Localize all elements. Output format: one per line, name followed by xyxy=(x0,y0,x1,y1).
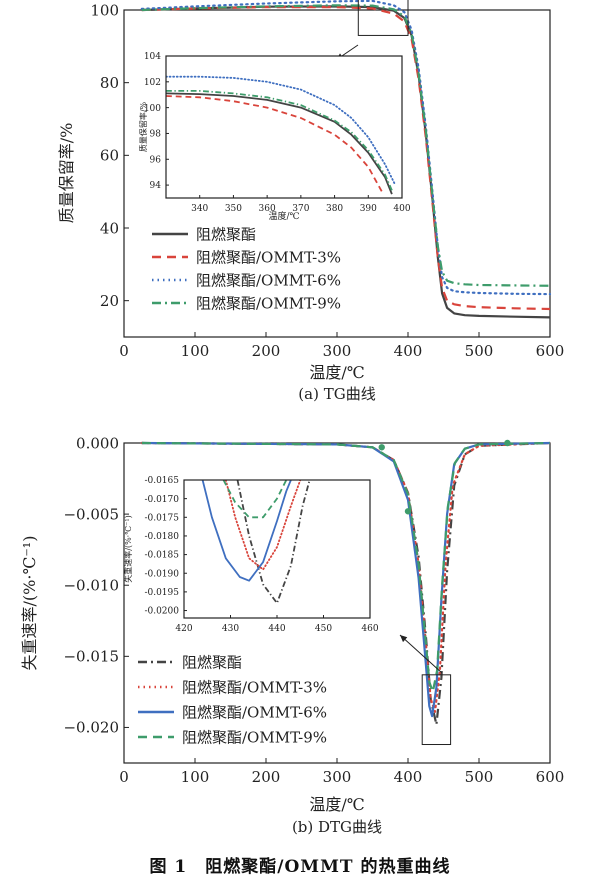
tg-inset-ytick-label: 104 xyxy=(144,52,161,62)
dtg-legend-label: 阻燃聚酯/OMMT-9% xyxy=(182,728,327,746)
tg-inset-xtick-label: 400 xyxy=(393,204,410,214)
tg-inset-xtick-label: 390 xyxy=(360,204,377,214)
dtg-ytick-label: 0.000 xyxy=(76,434,119,452)
dtg-series-1 xyxy=(141,441,551,726)
tg-inset-ytick-label: 100 xyxy=(144,104,161,114)
dtg-marker xyxy=(404,508,412,515)
dtg-inset-ytick-label: -0.0165 xyxy=(144,476,179,486)
tg-inset-series-1 xyxy=(166,92,393,195)
dtg-inset-ytick-label: -0.0180 xyxy=(144,532,179,542)
dtg-inset-xtick-label: 420 xyxy=(175,624,192,634)
dtg-inset-series-4 xyxy=(222,480,288,519)
tg-inset-ytick-label: 102 xyxy=(144,78,161,88)
tg-xtick-label: 100 xyxy=(181,342,210,360)
tg-inset-series-3 xyxy=(166,75,397,187)
tg-inset-series-4 xyxy=(166,90,393,191)
dtg-ytick-label: −0.010 xyxy=(63,576,119,594)
tg-xtick-label: 200 xyxy=(252,342,281,360)
dtg-panel-title: (b) DTG曲线 xyxy=(292,818,382,836)
tg-zoom-box xyxy=(357,0,409,36)
tg-ytick-label: 60 xyxy=(100,147,119,165)
tg-inset-ytick-label: 98 xyxy=(150,130,162,140)
dtg-legend-label: 阻燃聚酯/OMMT-3% xyxy=(182,678,327,696)
tg-panel-title: (a) TG曲线 xyxy=(298,385,375,403)
dtg-inset-bg xyxy=(184,480,370,618)
tg-xtick-label: 300 xyxy=(323,342,352,360)
tg-ytick-label: 40 xyxy=(100,219,119,237)
dtg-marker xyxy=(504,439,511,447)
tg-ytick-label: 80 xyxy=(100,74,119,92)
tg-chart: 0 100 200 300 400 500 600 20 40 60 80 100 温度/℃ 质量保留率/… xyxy=(57,0,565,403)
dtg-marker xyxy=(378,444,385,451)
dtg-y-axis-label: 失重速率/(%·℃⁻¹) xyxy=(20,536,39,671)
tg-xtick-label: 400 xyxy=(394,342,423,360)
dtg-ytick-label: −0.005 xyxy=(63,505,119,523)
dtg-series-4 xyxy=(141,441,551,693)
dtg-inset-y-axis-label: 失重速率/(%·℃⁻¹) xyxy=(123,515,133,582)
dtg-inset-xtick-label: 460 xyxy=(361,624,378,634)
dtg-legend-label: 阻燃聚酯/OMMT-6% xyxy=(182,703,327,721)
tg-xtick-label: 0 xyxy=(119,342,129,360)
dtg-xtick-label: 200 xyxy=(252,768,281,786)
tg-inset-y-axis-label: 质量保留率/% xyxy=(138,101,148,152)
tg-xtick-label: 500 xyxy=(465,342,494,360)
dtg-inset-xtick-label: 440 xyxy=(268,624,285,634)
tg-inset-ytick-label: 94 xyxy=(150,181,162,191)
dtg-ytick-label: −0.020 xyxy=(63,719,119,737)
figure-caption: 图 1 阻燃聚酯/OMMT 的热重曲线 xyxy=(149,857,451,877)
tg-inset-xtick-label: 350 xyxy=(225,204,242,214)
tg-inset-xtick-label: 370 xyxy=(292,204,309,214)
tg-legend-label: 阻燃聚酯/OMMT-3% xyxy=(196,248,341,266)
dtg-series-2 xyxy=(140,441,552,713)
dtg-ytick-label: −0.015 xyxy=(63,648,119,666)
dtg-inset-ytick-label: -0.0190 xyxy=(144,569,179,579)
dtg-inset-xtick-label: 430 xyxy=(222,624,239,634)
dtg-zoom-box xyxy=(421,674,452,746)
dtg-xtick-label: 300 xyxy=(323,768,352,786)
tg-series-2 xyxy=(141,5,551,311)
dtg-zoom-arrow-head xyxy=(400,635,408,643)
dtg-inset-ytick-label: -0.0195 xyxy=(144,588,179,598)
dtg-x-axis-label: 温度/℃ xyxy=(309,795,364,814)
dtg-inset-ytick-label: -0.0200 xyxy=(144,607,179,617)
tg-ytick-label: 20 xyxy=(100,292,119,310)
dtg-xtick-label: 100 xyxy=(181,768,210,786)
tg-inset-ytick-label: 96 xyxy=(150,155,162,165)
dtg-inset-series-3 xyxy=(201,480,292,582)
tg-inset-series-2 xyxy=(166,95,383,192)
dtg-inset-ytick-label: -0.0185 xyxy=(144,551,179,561)
tg-inset-bg xyxy=(166,56,402,198)
tg-inset-xtick-label: 380 xyxy=(326,204,343,214)
dtg-xtick-label: 500 xyxy=(465,768,494,786)
tg-series-3 xyxy=(140,0,552,296)
tg-ytick-label: 100 xyxy=(90,1,119,19)
dtg-chart: 0 100 200 300 400 500 600 0.000 −0.005 −0.010 −0.0… xyxy=(20,434,565,836)
tg-inset-x-axis-label: 温度/℃ xyxy=(268,210,299,222)
tg-inset-xtick-label: 360 xyxy=(259,204,276,214)
tg-y-axis-label: 质量保留率/% xyxy=(57,123,76,224)
dtg-xtick-label: 600 xyxy=(536,768,565,786)
tg-inset-xtick-label: 340 xyxy=(191,204,208,214)
tg-series-4 xyxy=(141,4,551,287)
dtg-xtick-label: 400 xyxy=(394,768,423,786)
dtg-zoom-arrow-line xyxy=(399,634,443,674)
dtg-xtick-label: 0 xyxy=(119,768,129,786)
dtg-inset-ytick-label: -0.0170 xyxy=(144,495,179,505)
dtg-legend-label: 阻燃聚酯 xyxy=(182,653,242,671)
tg-legend-label: 阻燃聚酯 xyxy=(196,225,256,243)
tg-legend-label: 阻燃聚酯/OMMT-9% xyxy=(196,294,341,312)
dtg-inset-ytick-label: -0.0175 xyxy=(144,513,179,523)
dtg-inset-series-1 xyxy=(236,480,311,605)
tg-xtick-label: 600 xyxy=(536,342,565,360)
dtg-inset-series-2 xyxy=(224,480,302,571)
dtg-inset-xtick-label: 450 xyxy=(315,624,332,634)
tg-inset-frame xyxy=(165,55,403,199)
tg-x-axis-label: 温度/℃ xyxy=(309,363,364,382)
tg-legend-label: 阻燃聚酯/OMMT-6% xyxy=(196,271,341,289)
